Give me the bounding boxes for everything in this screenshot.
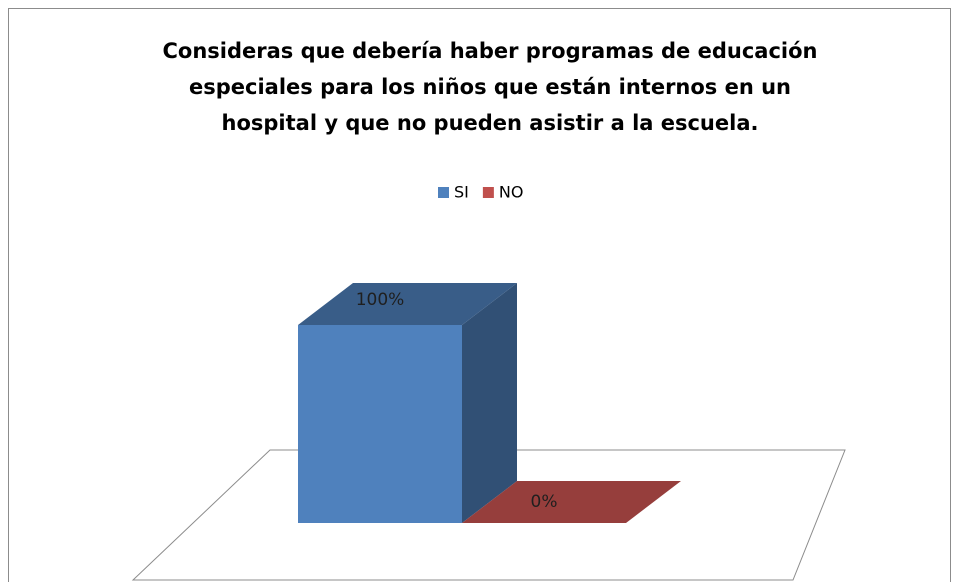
chart-title: especiales para los niños que están inte…	[189, 75, 791, 99]
legend-label: NO	[499, 183, 524, 202]
bar-front	[298, 325, 462, 523]
data-label: 0%	[531, 492, 558, 512]
chart-title: hospital y que no pueden asistir a la es…	[222, 111, 759, 135]
bar-top	[298, 283, 517, 325]
legend-label: SI	[454, 183, 469, 202]
legend-swatch	[482, 187, 494, 198]
legend-swatch	[438, 187, 449, 198]
bar-top	[462, 481, 681, 523]
data-label: 100%	[356, 290, 405, 310]
chart-title: Consideras que debería haber programas d…	[163, 39, 818, 63]
bar-side	[462, 283, 517, 523]
